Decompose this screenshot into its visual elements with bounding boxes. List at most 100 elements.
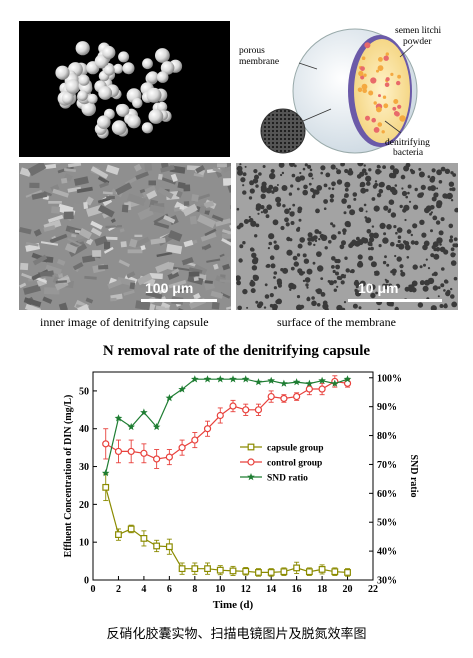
membrane-pore xyxy=(405,195,408,199)
membrane-pore xyxy=(330,234,337,240)
sem-texture-flake xyxy=(105,164,120,175)
membrane-pore xyxy=(341,240,346,246)
sem-texture-flake xyxy=(48,201,62,204)
data-point-capsule-group xyxy=(127,525,135,533)
sem-texture-flake xyxy=(58,302,68,310)
data-point-snd-ratio xyxy=(292,378,301,386)
sem-texture-flake xyxy=(90,166,109,179)
membrane-pore xyxy=(449,187,453,191)
sem-texture-flake xyxy=(183,184,191,192)
membrane-pore xyxy=(272,186,279,193)
data-point-control-group xyxy=(242,406,250,414)
membrane-pore xyxy=(439,304,444,308)
sem-texture-flake xyxy=(129,282,136,290)
membrane-pore xyxy=(392,272,396,276)
capsule-bead xyxy=(122,62,135,75)
sem-texture-flake xyxy=(67,237,85,248)
membrane-pore xyxy=(419,219,425,225)
membrane-pore xyxy=(273,244,280,251)
membrane-pore xyxy=(302,253,307,258)
sem-texture-flake xyxy=(155,261,172,274)
membrane-pore xyxy=(316,251,322,257)
capsule-bead xyxy=(160,61,175,75)
membrane-pore xyxy=(295,176,302,183)
y-tick-label: 20 xyxy=(79,500,89,511)
membrane-pore xyxy=(400,269,403,273)
powder-particle xyxy=(365,115,370,121)
membrane-pore xyxy=(404,286,410,292)
y2-axis-label: SND ratio xyxy=(408,454,419,497)
membrane-pore xyxy=(343,211,347,215)
membrane-pore xyxy=(244,165,247,168)
sem-texture-flake xyxy=(206,258,221,263)
membrane-pore xyxy=(320,171,323,175)
sem-texture-flake xyxy=(68,243,88,257)
membrane-pore xyxy=(269,255,275,260)
sem-texture-flake xyxy=(177,286,191,293)
data-point-snd-ratio xyxy=(318,376,326,384)
sem-texture-flake xyxy=(135,171,149,180)
sem-texture-flake xyxy=(67,186,82,193)
capsule-bead xyxy=(97,115,111,129)
sem-texture-flake xyxy=(203,200,215,209)
membrane-pore xyxy=(374,180,378,183)
membrane-pore xyxy=(239,244,244,249)
membrane-pore xyxy=(410,240,416,245)
sem-texture-flake xyxy=(51,206,61,214)
membrane-pore xyxy=(375,168,381,175)
membrane-pore xyxy=(397,235,402,239)
membrane-pore xyxy=(268,184,274,190)
membrane-pore xyxy=(299,171,302,175)
capsule-bead xyxy=(111,120,127,136)
membrane-pore xyxy=(251,252,257,258)
data-point-control-group xyxy=(229,402,237,410)
sem-texture-flake xyxy=(23,297,42,308)
membrane-pore xyxy=(255,300,259,304)
data-point-snd-ratio xyxy=(241,375,250,383)
membrane-pore xyxy=(263,306,267,309)
membrane-pore xyxy=(289,288,292,291)
membrane-pore xyxy=(433,192,439,198)
powder-particle xyxy=(385,77,390,82)
membrane-pore xyxy=(436,237,443,244)
membrane-pore xyxy=(297,243,303,249)
membrane-pore xyxy=(330,164,336,170)
data-point-control-group xyxy=(343,379,352,387)
membrane-pore xyxy=(400,271,406,277)
data-point-snd-ratio xyxy=(127,422,135,431)
membrane-pore xyxy=(255,205,261,211)
membrane-pore xyxy=(248,215,251,219)
membrane-pore xyxy=(352,303,358,309)
membrane-pore xyxy=(435,220,441,225)
data-point-capsule-group xyxy=(293,564,301,572)
membrane-pore xyxy=(320,292,326,297)
membrane-pore xyxy=(376,164,381,169)
membrane-pore xyxy=(383,232,387,236)
membrane-pore xyxy=(437,286,441,289)
powder-particle xyxy=(384,82,390,87)
sem-texture-flake xyxy=(98,204,115,218)
membrane-pore xyxy=(424,207,430,214)
sem-texture-flake xyxy=(211,301,220,310)
membrane-pore xyxy=(278,163,285,168)
membrane-pore xyxy=(246,306,249,309)
data-point-capsule-group xyxy=(255,569,262,576)
membrane-pore xyxy=(370,246,374,251)
sem-texture-flake xyxy=(104,236,118,241)
membrane-pore xyxy=(430,253,435,258)
y2-tick-label: 50% xyxy=(377,518,397,529)
sem-texture-flake xyxy=(120,241,127,248)
membrane-pore xyxy=(364,172,368,176)
sem-texture-flake xyxy=(81,254,96,263)
powder-particle xyxy=(360,66,365,71)
sem-texture-flake xyxy=(217,163,227,168)
powder-particle xyxy=(393,99,399,104)
membrane-pore xyxy=(257,212,260,215)
powder-particle xyxy=(370,77,377,84)
membrane-pore xyxy=(313,243,316,247)
membrane-pore xyxy=(248,196,253,200)
sem-texture-flake xyxy=(163,214,176,224)
powder-particle xyxy=(363,73,367,77)
membrane-pore xyxy=(431,196,437,202)
membrane-pore xyxy=(382,260,387,265)
